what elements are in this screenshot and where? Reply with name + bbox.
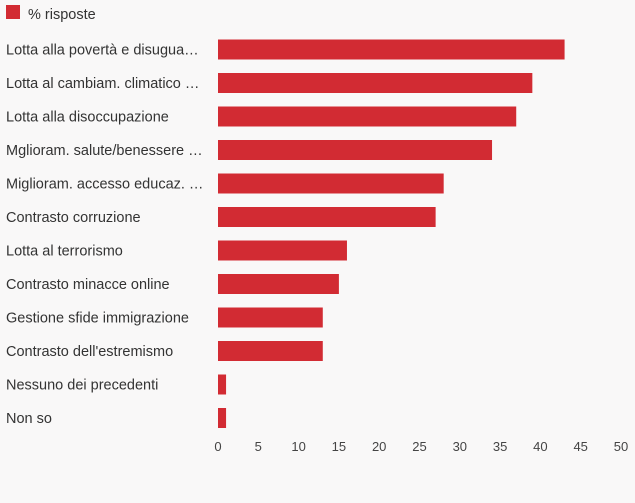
category-label: Nessuno dei precedenti <box>6 378 158 394</box>
x-tick-label: 30 <box>453 439 467 454</box>
x-axis-ticks: 0 5 10 15 20 25 30 35 40 45 50 <box>214 439 628 454</box>
category-labels: Lotta alla povertà e disugua… Lotta al ca… <box>6 43 203 428</box>
category-label: Mglioram. salute/benessere … <box>6 143 203 159</box>
category-label: Gestione sfide immigrazione <box>6 311 189 327</box>
x-tick-label: 20 <box>372 439 386 454</box>
category-label: Lotta al cambiam. climatico … <box>6 76 199 92</box>
bars <box>218 39 565 428</box>
category-label: Lotta alla povertà e disugua… <box>6 43 199 59</box>
category-label: Contrasto minacce online <box>6 277 170 293</box>
x-tick-label: 35 <box>493 439 507 454</box>
category-label: Contrasto dell'estremismo <box>6 344 173 360</box>
bar <box>218 106 517 127</box>
bar <box>218 274 339 294</box>
bar <box>218 173 444 194</box>
bar <box>218 73 533 93</box>
x-tick-label: 15 <box>332 439 346 454</box>
category-label: Contrasto corruzione <box>6 210 141 226</box>
bar <box>218 408 227 428</box>
x-tick-label: 40 <box>533 439 547 454</box>
x-tick-label: 0 <box>214 439 221 454</box>
category-label: Non so <box>6 411 52 427</box>
category-label: Miglioram. accesso educaz. … <box>6 177 203 193</box>
bar <box>218 207 436 227</box>
bar <box>218 374 227 395</box>
legend-label: % risposte <box>28 7 96 23</box>
x-tick-label: 5 <box>255 439 262 454</box>
bar <box>218 140 493 160</box>
x-tick-label: 25 <box>412 439 426 454</box>
bar <box>218 307 323 328</box>
category-label: Lotta al terrorismo <box>6 244 123 260</box>
bar <box>218 39 565 60</box>
bar <box>218 341 323 361</box>
x-tick-label: 10 <box>291 439 305 454</box>
category-label: Lotta alla disoccupazione <box>6 110 169 126</box>
x-tick-label: 50 <box>614 439 628 454</box>
legend-swatch <box>6 5 20 19</box>
x-tick-label: 45 <box>573 439 587 454</box>
legend: % risposte <box>6 5 96 23</box>
bar <box>218 240 347 261</box>
